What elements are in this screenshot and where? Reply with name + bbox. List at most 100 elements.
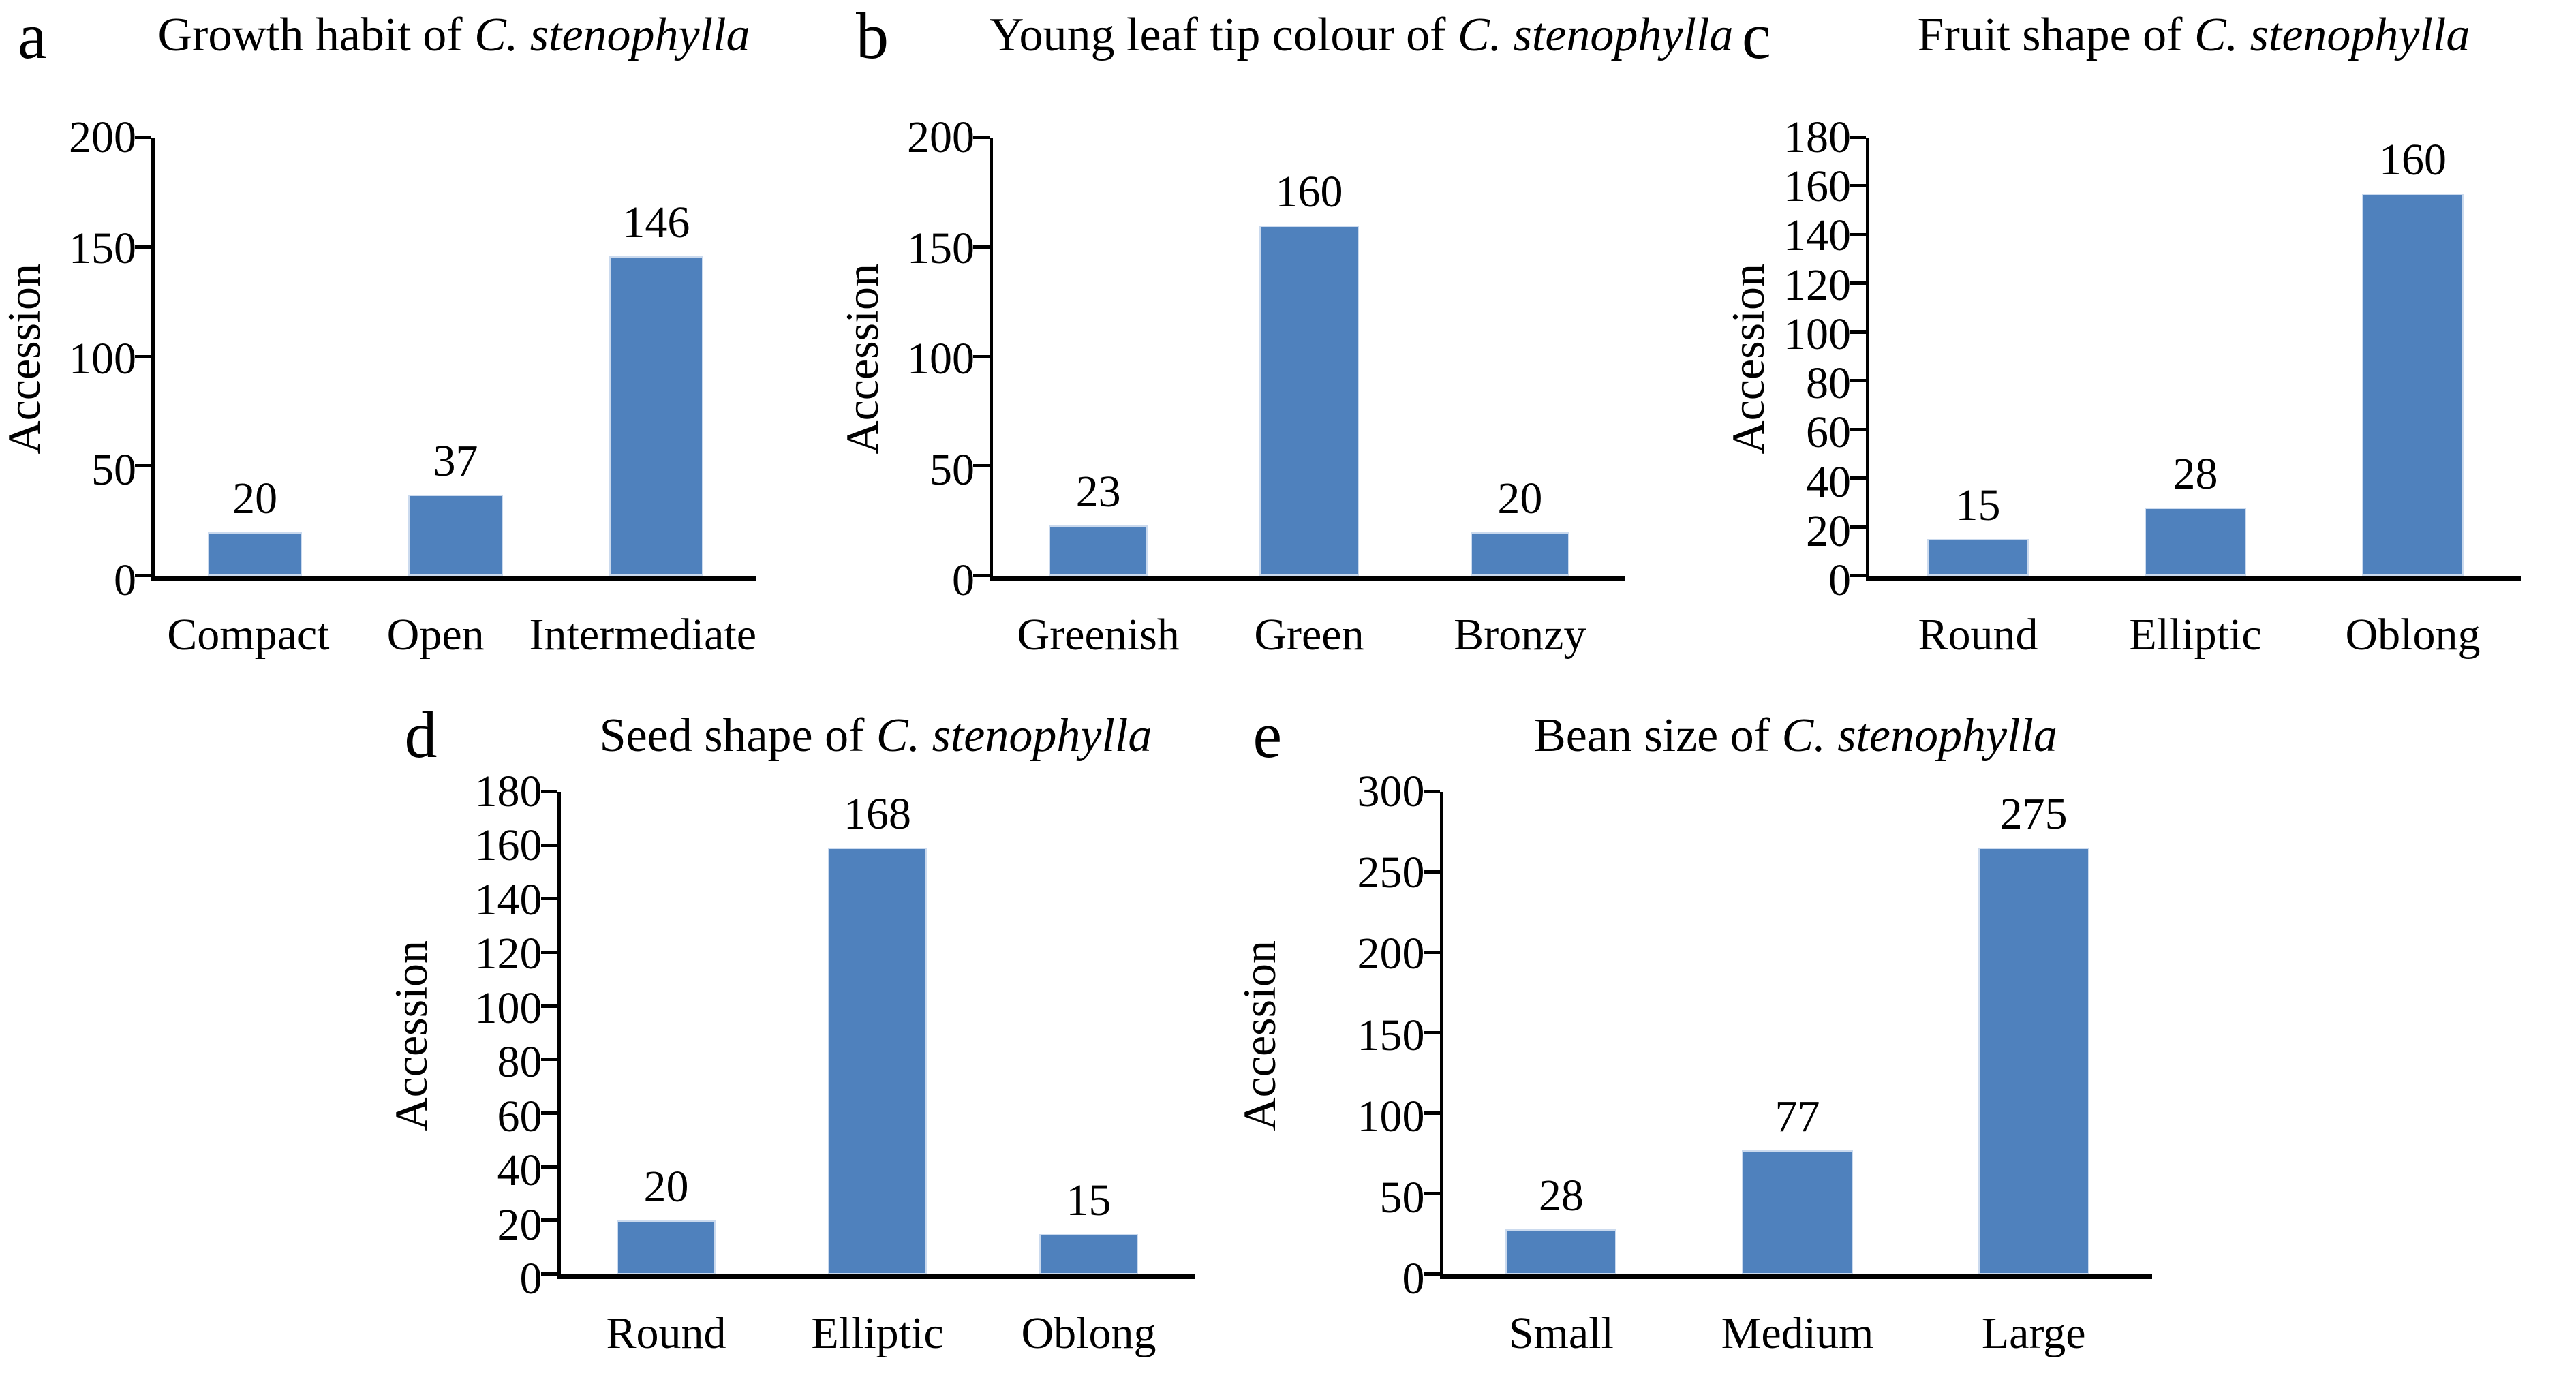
y-tick-label: 0 — [519, 1254, 542, 1304]
chart-title-species: C. stenophylla — [1457, 9, 1734, 61]
y-tick-label: 100 — [69, 334, 136, 384]
x-category-label: Greenish — [1017, 610, 1180, 660]
bar-value-label: 37 — [433, 436, 478, 487]
y-tick-label: 200 — [907, 112, 975, 162]
chart-title-plain: Bean size of — [1534, 709, 1782, 762]
bar-value-label: 28 — [2173, 448, 2218, 499]
panel-letter: d — [404, 698, 438, 771]
y-tick-label: 40 — [1806, 457, 1851, 507]
y-axis-ticks: 0 50 100 150 200 — [48, 115, 151, 603]
x-category-label: Medium — [1721, 1308, 1874, 1358]
y-tick-label: 60 — [1806, 407, 1851, 458]
bars: 20 37 146 — [155, 138, 756, 576]
y-tick-mark — [1850, 232, 1866, 236]
y-tick-mark — [1423, 790, 1440, 793]
y-tick-label: 40 — [497, 1145, 542, 1196]
y-tick-mark — [1423, 1192, 1440, 1196]
panel-letter: c — [1742, 0, 1771, 72]
bar — [1742, 1150, 1853, 1274]
y-tick-label: 120 — [1783, 260, 1851, 310]
chart-panel-c: c Fruit shape of C. stenophylla Accessio… — [1722, 0, 2576, 681]
y-tick-mark — [135, 245, 151, 249]
bar-value-label: 15 — [1955, 480, 2001, 531]
y-axis-ticks: 0 50 100 150 200 — [886, 115, 990, 603]
y-tick-label: 0 — [114, 555, 136, 605]
bar — [2361, 194, 2464, 576]
bar — [1259, 225, 1359, 576]
bar-value-label: 28 — [1538, 1170, 1584, 1220]
bar-slot: 15 — [983, 792, 1195, 1274]
chart-title-species: C. stenophylla — [1781, 709, 2057, 762]
bar — [408, 495, 503, 576]
y-tick-mark — [1423, 1111, 1440, 1116]
bar — [1978, 848, 2089, 1274]
y-tick-mark — [973, 245, 990, 249]
y-tick-label: 150 — [69, 223, 136, 273]
figure-row-top: a Growth habit of C. stenophylla Accessi… — [0, 0, 2576, 681]
x-axis-labels: Round Elliptic Oblong — [561, 1308, 1195, 1359]
y-tick-label: 100 — [907, 334, 975, 384]
plot-area: 28 77 275 — [1423, 790, 2152, 1279]
bar — [1927, 539, 2029, 576]
y-tick-label: 60 — [497, 1091, 542, 1141]
bar-slot: 37 — [355, 138, 555, 576]
x-category-label: Green — [1254, 610, 1364, 660]
y-axis-title: Accession — [836, 264, 888, 455]
chart-title: Fruit shape of C. stenophylla — [1866, 7, 2521, 64]
bar — [1039, 1234, 1139, 1274]
x-axis-labels: Small Medium Large — [1443, 1308, 2152, 1359]
y-axis-ticks: 0 20 40 60 80 100 120 140 160 180 — [1772, 115, 1866, 603]
y-tick-mark — [1423, 951, 1440, 955]
x-category-label: Elliptic — [811, 1308, 944, 1358]
plot-area: 15 28 160 — [1850, 136, 2521, 581]
chart-title: Growth habit of C. stenophylla — [151, 7, 756, 64]
bar-slot: 146 — [556, 138, 756, 576]
y-tick-mark — [540, 1218, 557, 1222]
bar-value-label: 15 — [1066, 1175, 1111, 1225]
y-axis-title: Accession — [1233, 940, 1285, 1131]
bar-slot: 168 — [772, 792, 983, 1274]
y-tick-mark — [1850, 574, 1866, 577]
y-tick-mark — [1850, 330, 1866, 334]
chart-panel-a: a Growth habit of C. stenophylla Accessi… — [0, 0, 838, 681]
y-tick-label: 200 — [1357, 929, 1425, 979]
y-tick-label: 250 — [1357, 848, 1425, 898]
bars: 28 77 275 — [1443, 792, 2152, 1274]
y-tick-mark — [540, 790, 557, 793]
x-category-label: Round — [1918, 610, 2038, 660]
y-tick-label: 50 — [91, 444, 136, 495]
y-tick-mark — [540, 1272, 557, 1276]
y-tick-mark — [1850, 281, 1866, 286]
figure-row-bottom: d Seed shape of C. stenophylla Accession… — [0, 681, 2576, 1384]
y-tick-label: 0 — [1402, 1254, 1425, 1304]
y-axis-ticks: 0 50 100 150 200 250 300 — [1283, 769, 1440, 1302]
y-tick-mark — [1850, 136, 1866, 139]
y-tick-label: 50 — [1379, 1172, 1425, 1222]
plot-area: 20 168 15 — [540, 790, 1195, 1279]
y-tick-mark — [540, 1111, 557, 1116]
bar-slot: 160 — [2304, 138, 2521, 576]
bar-slot: 275 — [1916, 792, 2152, 1274]
y-tick-label: 100 — [1357, 1091, 1425, 1141]
y-tick-mark — [540, 1004, 557, 1008]
bar-value-label: 23 — [1075, 467, 1121, 517]
y-axis-title-column: Accession — [385, 792, 437, 1279]
y-tick-mark — [135, 136, 151, 139]
y-tick-mark — [540, 897, 557, 901]
x-axis-labels: Compact Open Intermediate — [155, 609, 756, 661]
bar — [1470, 532, 1569, 576]
bar-slot: 160 — [1203, 138, 1414, 576]
y-tick-mark — [1850, 525, 1866, 529]
chart-title-species: C. stenophylla — [474, 9, 750, 61]
y-tick-label: 140 — [474, 874, 542, 925]
y-tick-mark — [973, 574, 990, 577]
bar — [827, 848, 927, 1274]
chart-title: Seed shape of C. stenophylla — [557, 707, 1195, 765]
panel-letter: a — [18, 0, 47, 72]
bar-slot: 23 — [993, 138, 1203, 576]
bar-slot: 77 — [1679, 792, 1916, 1274]
chart-title-plain: Growth habit of — [157, 9, 475, 61]
chart-body: Accession 0 50 100 150 200 23 160 20 — [836, 115, 1625, 603]
y-tick-label: 0 — [952, 555, 975, 605]
